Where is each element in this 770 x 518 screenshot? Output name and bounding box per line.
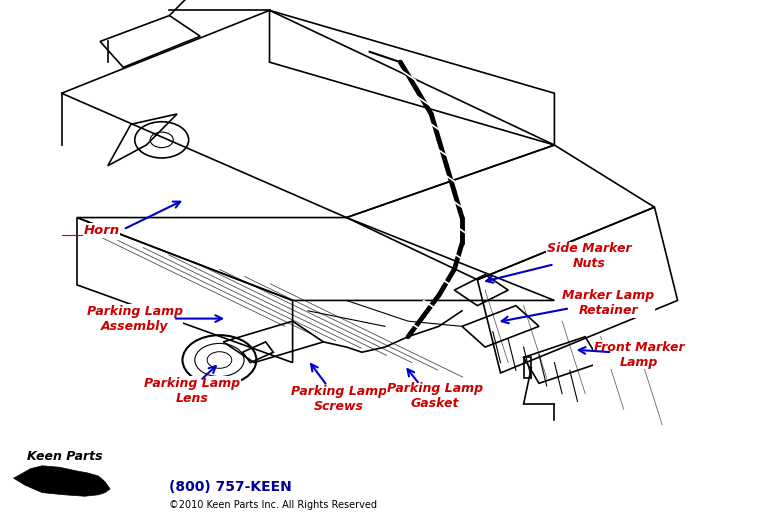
Text: Side Marker
Nuts: Side Marker Nuts — [547, 242, 631, 270]
Text: Parking Lamp
Gasket: Parking Lamp Gasket — [387, 382, 483, 410]
Text: Parking Lamp
Lens: Parking Lamp Lens — [145, 377, 240, 405]
Text: Parking Lamp
Screws: Parking Lamp Screws — [291, 385, 387, 413]
Text: ©2010 Keen Parts Inc. All Rights Reserved: ©2010 Keen Parts Inc. All Rights Reserve… — [169, 500, 377, 510]
Text: Front Marker
Lamp: Front Marker Lamp — [594, 341, 685, 369]
Text: Marker Lamp
Retainer: Marker Lamp Retainer — [562, 289, 654, 317]
Text: Parking Lamp
Assembly: Parking Lamp Assembly — [87, 305, 182, 333]
Text: Horn: Horn — [83, 224, 119, 237]
Text: (800) 757-KEEN: (800) 757-KEEN — [169, 480, 292, 494]
